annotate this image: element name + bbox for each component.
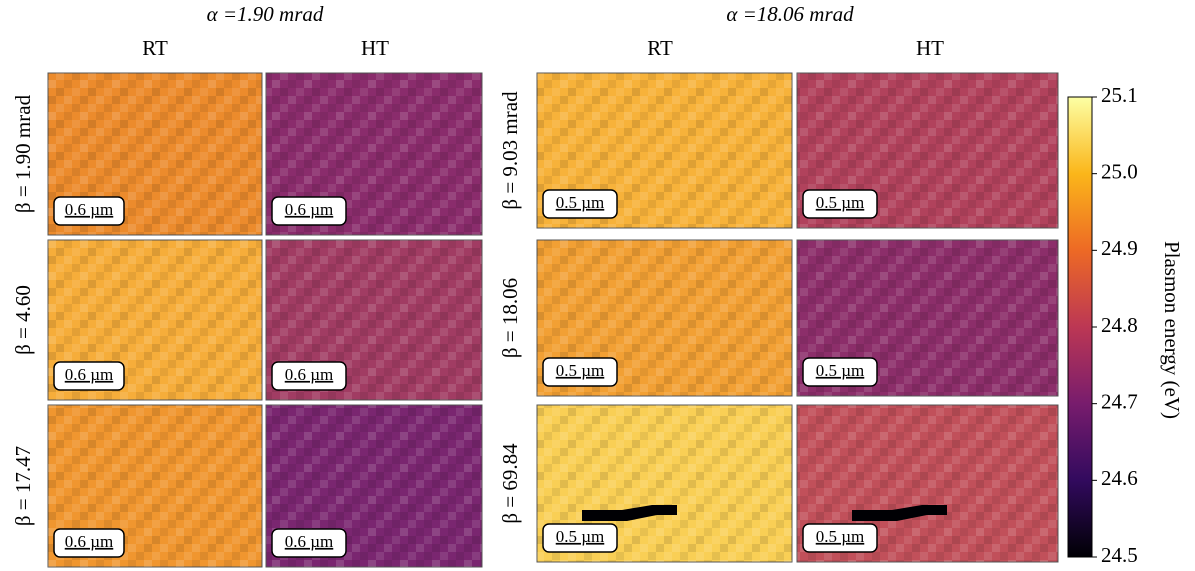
scale-bar-box: [53, 361, 125, 391]
row-label: β = 69.84: [498, 443, 522, 524]
scale-bar-box: [542, 189, 618, 219]
row-label: β = 1.90 mrad: [11, 94, 35, 213]
scale-bar-box: [802, 357, 878, 387]
colorbar-tick-label: 24.6: [1101, 466, 1138, 490]
scale-bar-label: 0.6 µm: [65, 200, 114, 219]
scale-bar-box: [802, 523, 878, 553]
scale-bar-label: 0.5 µm: [556, 361, 605, 380]
column-header: HT: [361, 36, 389, 60]
group-title: α =18.06 mrad: [726, 2, 854, 26]
group-title: α =1.90 mrad: [207, 2, 324, 26]
colorbar: [1067, 96, 1093, 558]
colorbar-tick-label: 24.9: [1101, 236, 1138, 260]
colorbar-tick-label: 25.1: [1101, 83, 1138, 107]
scale-bar-label: 0.6 µm: [65, 365, 114, 384]
scale-bar-box: [542, 357, 618, 387]
scale-bar-label: 0.6 µm: [65, 532, 114, 551]
scale-bar-box: [271, 361, 347, 391]
colorbar-tick-label: 24.8: [1101, 313, 1138, 337]
column-header: RT: [142, 36, 168, 60]
scale-bar-label: 0.5 µm: [556, 527, 605, 546]
colorbar-tick-label: 24.5: [1101, 543, 1138, 567]
colorbar-tick-label: 25.0: [1101, 159, 1138, 183]
scale-bar-label: 0.6 µm: [285, 532, 334, 551]
row-label: β = 18.06: [498, 278, 522, 358]
column-header: HT: [916, 36, 944, 60]
dark-region: [852, 505, 947, 521]
scale-bar-box: [542, 523, 618, 553]
scale-bar-box: [802, 189, 878, 219]
scale-bar-label: 0.5 µm: [816, 361, 865, 380]
scale-bar-label: 0.5 µm: [816, 193, 865, 212]
row-label: β = 17.47: [11, 446, 35, 526]
dark-region: [582, 505, 677, 521]
colorbar-label: Plasmon energy (eV): [1160, 241, 1184, 419]
scale-bar-box: [271, 196, 347, 226]
colorbar-tick-label: 24.7: [1101, 389, 1138, 413]
scale-bar-box: [53, 196, 125, 226]
scale-bar-label: 0.6 µm: [285, 200, 334, 219]
scale-bar-label: 0.6 µm: [285, 365, 334, 384]
row-label: β = 9.03 mrad: [498, 91, 522, 210]
scale-bar-box: [271, 528, 347, 558]
scale-bar-box: [53, 528, 125, 558]
scale-bar-label: 0.5 µm: [816, 527, 865, 546]
scale-bar-label: 0.5 µm: [556, 193, 605, 212]
column-header: RT: [647, 36, 673, 60]
row-label: β = 4.60: [11, 285, 35, 355]
